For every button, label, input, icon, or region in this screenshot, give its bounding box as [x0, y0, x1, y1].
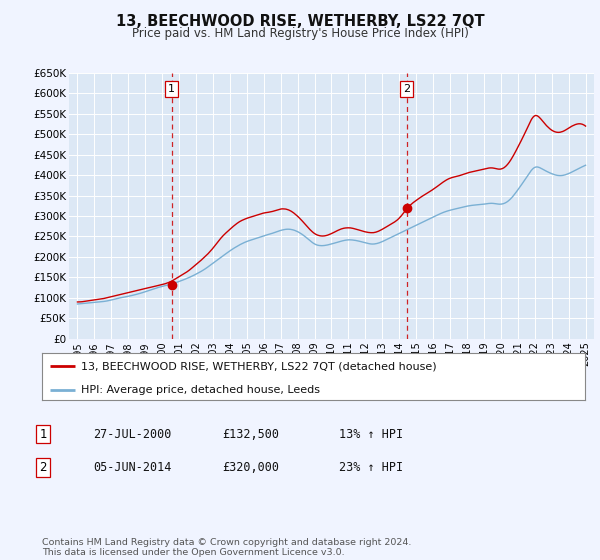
Text: 13, BEECHWOOD RISE, WETHERBY, LS22 7QT (detached house): 13, BEECHWOOD RISE, WETHERBY, LS22 7QT (… [81, 361, 437, 371]
Text: 27-JUL-2000: 27-JUL-2000 [93, 427, 172, 441]
Text: 1: 1 [168, 84, 175, 94]
Text: 2: 2 [403, 84, 410, 94]
Text: 23% ↑ HPI: 23% ↑ HPI [339, 461, 403, 474]
Text: Price paid vs. HM Land Registry's House Price Index (HPI): Price paid vs. HM Land Registry's House … [131, 27, 469, 40]
Text: 13% ↑ HPI: 13% ↑ HPI [339, 427, 403, 441]
Text: 2: 2 [40, 461, 47, 474]
Text: 05-JUN-2014: 05-JUN-2014 [93, 461, 172, 474]
Text: Contains HM Land Registry data © Crown copyright and database right 2024.
This d: Contains HM Land Registry data © Crown c… [42, 538, 412, 557]
Text: 1: 1 [40, 427, 47, 441]
Text: £320,000: £320,000 [222, 461, 279, 474]
Text: £132,500: £132,500 [222, 427, 279, 441]
Text: 13, BEECHWOOD RISE, WETHERBY, LS22 7QT: 13, BEECHWOOD RISE, WETHERBY, LS22 7QT [116, 14, 484, 29]
Text: HPI: Average price, detached house, Leeds: HPI: Average price, detached house, Leed… [81, 385, 320, 395]
